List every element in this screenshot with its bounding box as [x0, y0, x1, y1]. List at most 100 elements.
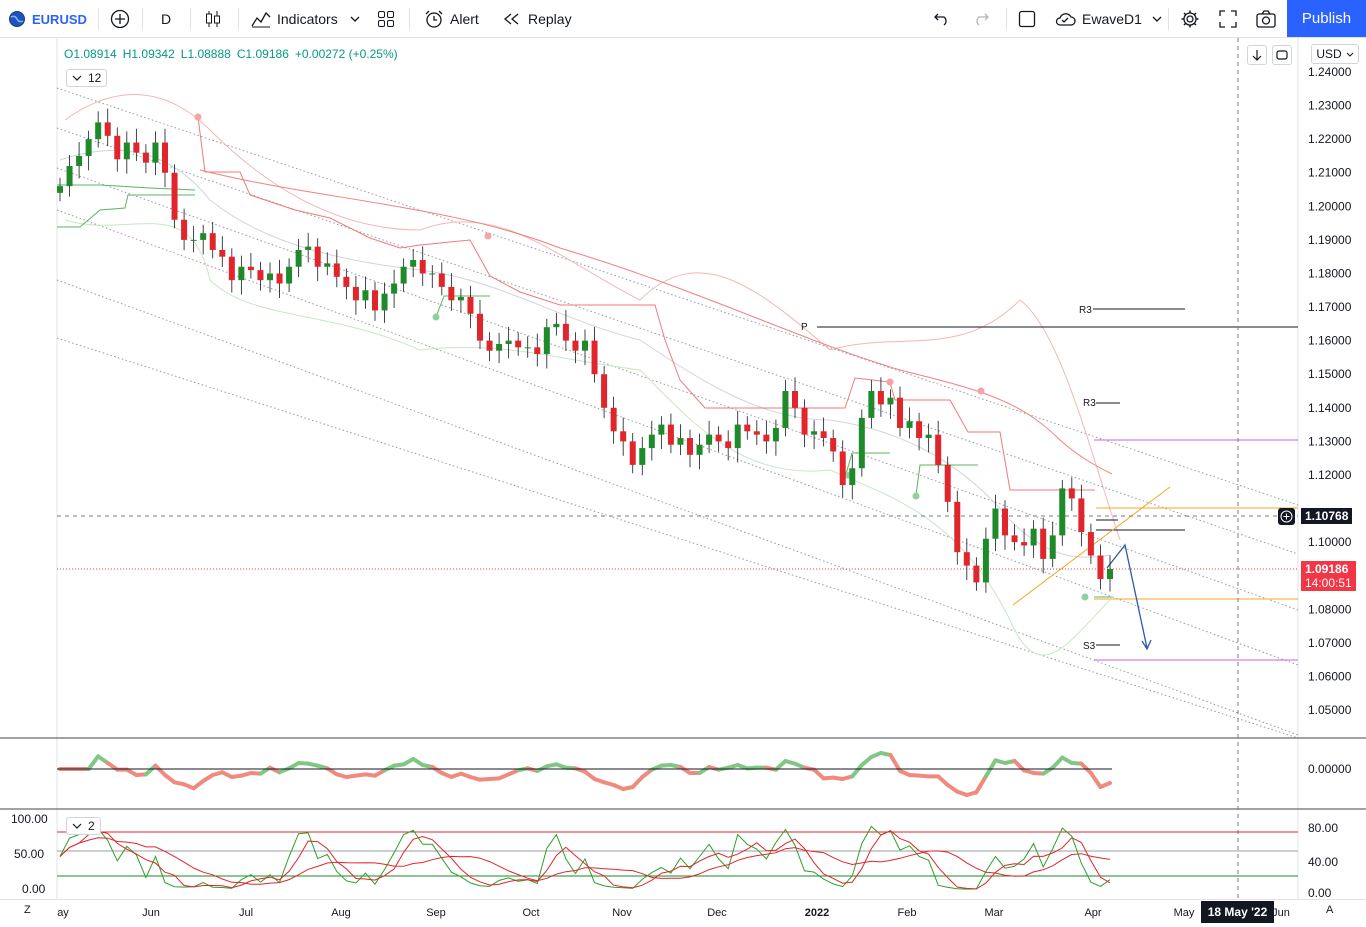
compare-symbol-button[interactable] [110, 0, 130, 38]
oscillator-segment [630, 775, 645, 789]
stoch-collapse-toggle[interactable]: 2 [66, 817, 101, 835]
indicators-collapse-toggle[interactable]: 12 [66, 69, 108, 87]
candle-up [553, 323, 560, 328]
candle-up [858, 417, 865, 469]
candle-up [524, 347, 531, 349]
price-tick: 1.15000 [1308, 367, 1352, 381]
indicators-label: Indicators [277, 11, 338, 27]
crosshair-price-label: 1.10768 [1301, 508, 1353, 524]
time-axis-left-button[interactable]: Z [24, 904, 31, 916]
candle-down [343, 276, 350, 287]
candle-down [1078, 498, 1085, 533]
candle-down [438, 273, 445, 287]
time-axis-right-button[interactable]: A [1326, 904, 1334, 916]
fullscreen-button[interactable] [1219, 0, 1237, 38]
rewind-icon [503, 13, 519, 25]
pivot-lines [817, 308, 1298, 661]
interval-button[interactable]: D [161, 0, 171, 38]
candle-up [677, 438, 684, 445]
chevron-down-icon [72, 75, 82, 81]
candle-up [1059, 488, 1066, 536]
candle-down [1011, 535, 1018, 543]
time-axis[interactable] [0, 899, 1366, 927]
candle-down [333, 263, 340, 277]
alert-button[interactable]: Alert [424, 0, 479, 38]
snapshot-button[interactable] [1256, 0, 1276, 38]
candle-down [667, 424, 674, 445]
last-price-label: 1.09186 14:00:51 [1301, 561, 1356, 591]
ohlc-legend: O1.08914 H1.09342 L1.08888 C1.09186 +0.00272… [64, 47, 404, 61]
square-icon [1018, 10, 1036, 28]
candle-down [257, 270, 264, 281]
maximize-pane-button[interactable] [1272, 45, 1292, 65]
undo-button[interactable] [933, 0, 951, 38]
settings-button[interactable] [1180, 0, 1200, 38]
time-tick: Oct [522, 907, 540, 919]
price-tick: 1.06000 [1308, 669, 1352, 683]
stochastic-signal-line [59, 837, 1111, 885]
time-tick: Nov [612, 907, 632, 919]
candle-down [801, 407, 808, 435]
redo-button[interactable] [972, 0, 990, 38]
price-tick: 1.07000 [1308, 636, 1352, 650]
oscillator-segment [974, 774, 988, 795]
replay-button[interactable]: Replay [503, 0, 572, 38]
candle-down [534, 347, 541, 355]
price-tick: 1.24000 [1308, 65, 1352, 79]
candle-down [171, 172, 178, 220]
templates-button[interactable] [377, 0, 395, 38]
candle-down [792, 391, 798, 408]
candle-down [142, 152, 149, 163]
indicator-count: 12 [88, 71, 102, 85]
globe-icon [9, 11, 25, 27]
publish-button[interactable]: Publish [1287, 0, 1366, 37]
oscillator-segment [859, 755, 874, 767]
candle-up [887, 397, 894, 405]
oscillator-segment [640, 767, 654, 779]
candle-up [811, 431, 818, 435]
candle-down [877, 391, 884, 405]
layout-menu-button[interactable]: EwaveD1 [1054, 0, 1162, 38]
candle-down [601, 374, 608, 408]
candle-down [448, 286, 455, 301]
candle-up [457, 296, 464, 301]
oscillator-segment [583, 769, 597, 781]
candle-up [295, 249, 302, 267]
candle-up [305, 246, 312, 250]
candle-up [57, 186, 63, 193]
stoch-left-tick-0: 0.00 [22, 882, 46, 896]
interval-label: D [161, 11, 172, 27]
candle-up [400, 266, 407, 284]
gear-icon [1181, 10, 1199, 28]
symbol-search[interactable]: EURUSD [8, 0, 87, 38]
candle-down [963, 552, 970, 566]
price-tick: 1.17000 [1308, 300, 1352, 314]
oscillator-segment [983, 758, 998, 779]
chevron-down-icon [1346, 52, 1354, 57]
indicators-button[interactable]: Indicators [251, 0, 360, 38]
oscillator-segment [191, 779, 206, 791]
pane3-count: 2 [88, 819, 95, 833]
crosshair-date-label: 18 May '22 [1201, 901, 1274, 923]
candle-down [830, 438, 837, 452]
add-plus-button[interactable] [1278, 508, 1295, 525]
price-tick: 1.13000 [1308, 434, 1352, 448]
candle-down [419, 260, 426, 274]
upper-ma-line [199, 169, 1113, 475]
close-value: C1.09186 [236, 47, 289, 61]
candle-down [897, 397, 903, 428]
candle-down [753, 431, 760, 435]
low-value: L1.08888 [180, 47, 231, 61]
fullscreen-layout-button[interactable] [1018, 0, 1036, 38]
chart-type-button[interactable] [204, 0, 222, 38]
time-tick: Jun [1272, 907, 1290, 919]
scroll-down-button[interactable] [1247, 45, 1267, 65]
chevron-down-icon [1152, 16, 1162, 22]
time-tick: Jun [142, 907, 160, 919]
stochastic-slow-line [59, 830, 1111, 890]
candle-down [954, 501, 961, 553]
candle-up [200, 233, 207, 240]
candle-up [324, 263, 331, 267]
currency-select[interactable]: USD [1311, 44, 1359, 64]
